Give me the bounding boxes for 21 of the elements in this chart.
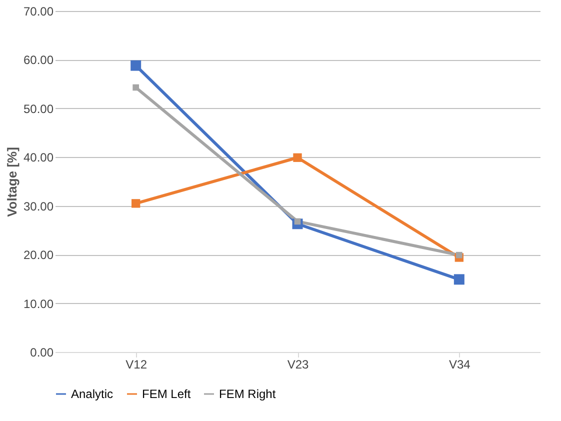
y-tick-label: 30.00	[23, 199, 54, 214]
y-tick-label: 50.00	[23, 102, 54, 116]
y-tick-label: 40.00	[23, 150, 54, 165]
y-tick-label: 70.00	[23, 4, 54, 18]
point	[130, 60, 142, 71]
legend-label: Analytic	[71, 387, 114, 401]
y-axis-title: Voltage [%]	[4, 147, 20, 217]
point	[132, 84, 139, 91]
legend-label: FEM Left	[142, 387, 192, 401]
x-tick-label: V12	[126, 358, 148, 372]
point	[454, 274, 464, 285]
y-tick-label: 10.00	[23, 296, 54, 311]
point	[293, 153, 302, 162]
x-tick-label: V34	[448, 358, 471, 372]
point	[132, 199, 140, 208]
y-tick-label: 60.00	[23, 53, 54, 68]
x-tick-label: V23	[287, 358, 309, 372]
y-tick-label: 0.00	[30, 346, 54, 360]
legend-label: FEM Right	[219, 387, 276, 401]
y-tick-label: 20.00	[23, 248, 54, 262]
point	[456, 252, 462, 258]
